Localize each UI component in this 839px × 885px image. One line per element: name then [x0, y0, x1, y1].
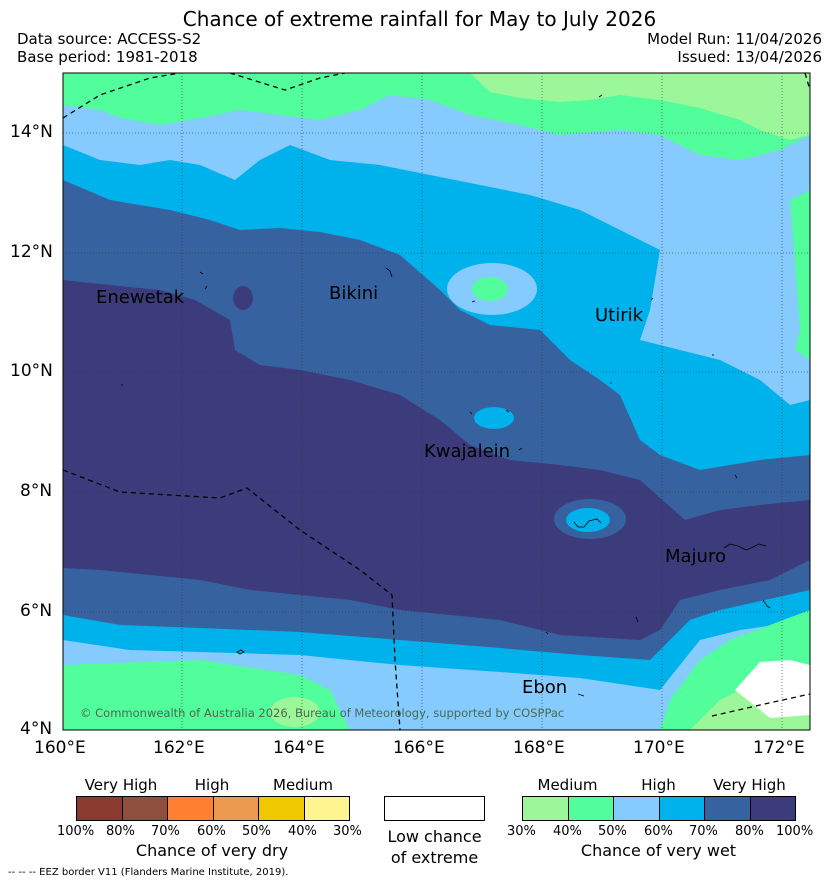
eez-borders [63, 73, 810, 730]
dry-tick-0: 100% [57, 824, 95, 839]
dry-bar-cell-2 [167, 796, 214, 821]
contour-low-chance [735, 660, 810, 718]
wet-cat-very-high: Very High [713, 776, 786, 794]
wet-tick-6: 100% [776, 824, 814, 839]
map-title: Chance of extreme rainfall for May to Ju… [182, 7, 657, 31]
dry-cat-high: High [194, 776, 230, 794]
place-ebon: Ebon [522, 677, 568, 698]
lon-label-168e: 168°E [513, 738, 565, 758]
dry-bar-cell-0 [76, 796, 123, 821]
dry-bar-cell-3 [212, 796, 259, 821]
lat-label-4n: 4°N [20, 719, 53, 739]
low-chance-caption-2: of extreme [390, 848, 479, 867]
dry-bar-cell-5 [303, 796, 350, 821]
wet-cat-high: High [641, 776, 676, 794]
wet-tick-0: 30% [507, 824, 536, 839]
lat-label-10n: 10°N [10, 361, 53, 381]
place-majuro: Majuro [665, 546, 726, 567]
map-frame [62, 72, 811, 731]
contour-80-100 [63, 280, 810, 640]
dry-tick-4: 50% [242, 824, 271, 839]
islands [121, 94, 771, 697]
wet-cat-medium: Medium [537, 776, 598, 794]
wet-bar-cell-3 [658, 796, 705, 821]
base-period-label: Base period: 1981-2018 [17, 48, 198, 66]
lon-label-170e: 170°E [633, 738, 685, 758]
dry-cat-medium: Medium [273, 776, 333, 794]
wet-bar-cell-4 [704, 796, 751, 821]
dry-tick-1: 80% [106, 824, 135, 839]
dry-caption: Chance of very dry [135, 841, 289, 860]
wet-tick-1: 40% [553, 824, 582, 839]
contour-ring-majuro-inner [566, 508, 610, 532]
wet-tick-4: 70% [689, 824, 718, 839]
rainfall-contours [63, 73, 810, 730]
wet-tick-5: 80% [735, 824, 764, 839]
dry-bar-cell-1 [121, 796, 168, 821]
issued-label: Issued: 13/04/2026 [677, 48, 822, 66]
dry-tick-6: 30% [333, 824, 362, 839]
wet-tick-2: 50% [598, 824, 627, 839]
data-source-label: Data source: ACCESS-S2 [17, 30, 202, 48]
contour-40-50-nw [63, 73, 260, 100]
wet-bar-cell-2 [613, 796, 660, 821]
lon-label-160e: 160°E [34, 738, 86, 758]
wet-caption: Chance of very wet [580, 841, 737, 860]
dry-tick-5: 40% [288, 824, 317, 839]
contour-blob-kwajalein [474, 407, 514, 429]
contour-30-40-sw [270, 697, 320, 727]
low-chance-caption-1: Low chance [387, 827, 482, 846]
copyright-note: © Commonwealth of Australia 2026, Bureau… [80, 706, 565, 720]
dry-cat-very-high: Very High [84, 776, 158, 794]
lat-label-6n: 6°N [20, 601, 53, 621]
place-utirik: Utirik [595, 305, 644, 326]
contour-blob-bikini [472, 277, 508, 301]
lat-label-8n: 8°N [20, 481, 53, 501]
eez-border-note: -- -- -- EEZ border V11 (Flanders Marine… [8, 867, 289, 878]
contour-30-40-north [470, 73, 810, 140]
lon-label-162e: 162°E [153, 738, 205, 758]
lon-label-166e: 166°E [393, 738, 445, 758]
place-bikini: Bikini [329, 283, 379, 304]
dry-bar-cell-4 [258, 796, 305, 821]
lon-label-164e: 164°E [273, 738, 325, 758]
lon-label-172e: 172°E [753, 738, 805, 758]
wet-bar-cell-1 [567, 796, 614, 821]
contour-40-50-east [790, 190, 810, 360]
lat-label-12n: 12°N [10, 242, 53, 262]
wet-tick-3: 60% [644, 824, 673, 839]
dry-tick-3: 60% [197, 824, 226, 839]
place-enewetak: Enewetak [96, 287, 185, 308]
low-chance-swatch [384, 796, 485, 821]
wet-bar-cell-0 [522, 796, 569, 821]
wet-bar-cell-5 [749, 796, 796, 821]
lat-label-14n: 14°N [10, 122, 53, 142]
model-run-label: Model Run: 11/04/2026 [647, 30, 822, 48]
contour-patch-enewetak [233, 286, 253, 310]
dry-tick-2: 70% [151, 824, 180, 839]
place-kwajalein: Kwajalein [424, 441, 511, 462]
